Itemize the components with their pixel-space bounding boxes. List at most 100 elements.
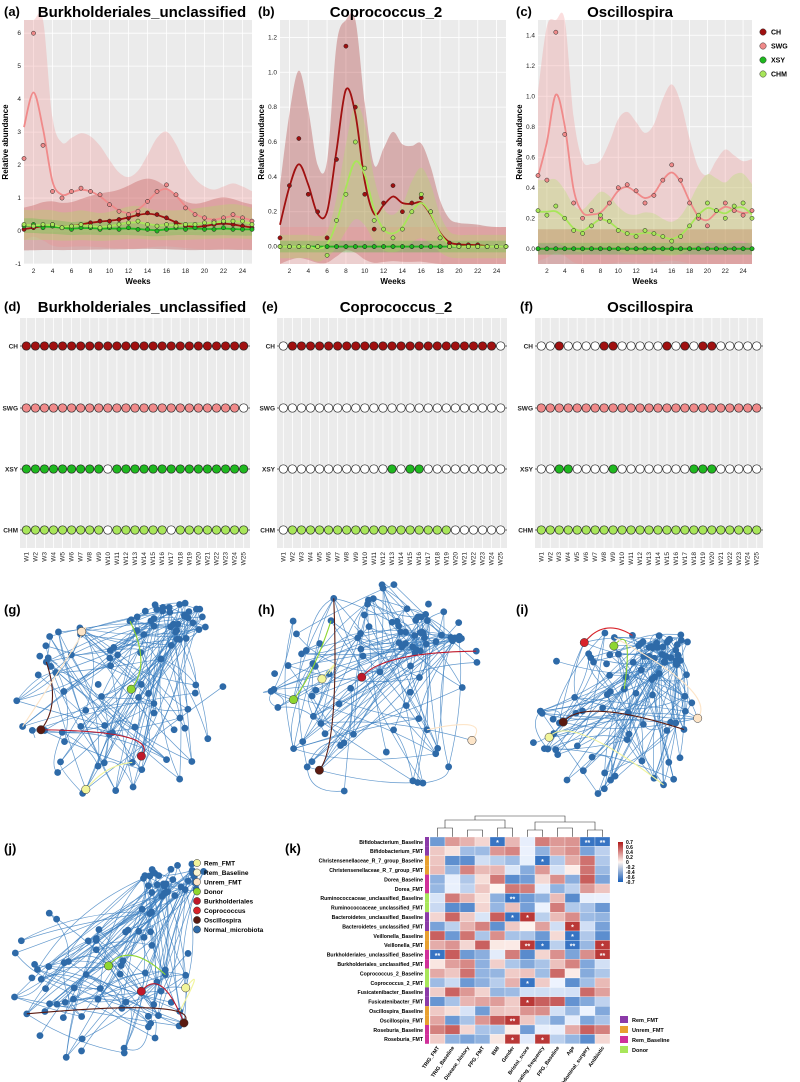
x-tick-label: 22 [474, 268, 482, 275]
heatmap-cell [429, 930, 446, 941]
data-point-CHM [669, 238, 675, 244]
network-node [308, 758, 316, 766]
panel-i-network [530, 627, 703, 797]
data-point-XSY [437, 244, 443, 249]
row-group-strip [425, 959, 429, 969]
network-edge [343, 599, 369, 792]
presence-dot-CHM [689, 525, 699, 535]
presence-dot-CH [378, 341, 388, 351]
data-point-SWG [562, 132, 568, 137]
network-node [411, 649, 419, 656]
heatmap-cell [429, 996, 446, 1007]
network-edge [672, 641, 688, 724]
network-edge [293, 748, 436, 760]
data-point-CHM [154, 223, 160, 229]
network-edge [584, 642, 650, 655]
network-node [204, 735, 212, 743]
row-group-strip [425, 884, 429, 894]
presence-dot-SWG [644, 403, 654, 413]
row-group-strip [425, 996, 429, 1007]
heatmap-cell [534, 921, 551, 932]
presence-dot-XSY [387, 464, 397, 474]
data-point-XSY [535, 246, 541, 252]
network-node [188, 758, 196, 765]
presence-dot-SWG [536, 403, 546, 413]
presence-dot-SWG [468, 403, 479, 413]
network-node [651, 673, 658, 681]
significance-star: * [571, 934, 574, 941]
presence-dot-CH [296, 341, 306, 351]
x-tick-label: 20 [201, 268, 209, 275]
x-tick-label: W20 [452, 552, 459, 566]
network-node [418, 628, 426, 636]
presence-dot-CHM [221, 525, 231, 535]
network-edge [46, 661, 167, 760]
presence-dot-CHM [148, 525, 158, 535]
presence-dot-XSY [76, 464, 86, 474]
network-edge [364, 614, 428, 730]
band-CH [280, 12, 506, 265]
data-point-XSY [580, 246, 585, 252]
network-edge [46, 610, 163, 663]
data-point-CHM [305, 244, 311, 249]
presence-dot-SWG [459, 403, 469, 413]
presence-dot-XSY [67, 464, 77, 474]
presence-dot-CH [396, 341, 406, 351]
highlight-node [317, 674, 327, 684]
presence-dot-CHM [545, 525, 555, 535]
presence-dot-SWG [635, 403, 645, 413]
network-node [284, 662, 292, 669]
data-point-CHM [475, 244, 481, 249]
presence-dot-CH [599, 341, 609, 351]
network-node [120, 1044, 128, 1052]
presence-dot-CH [67, 341, 77, 351]
network-node [198, 613, 206, 621]
network-node [382, 748, 390, 756]
data-point-CHM [503, 244, 509, 249]
heatmap-cell [504, 883, 521, 894]
data-point-SWG [749, 208, 755, 213]
heatmap-cell [579, 1024, 596, 1035]
network-edge [549, 694, 653, 738]
presence-dot-CH [734, 341, 744, 351]
heatmap-cell [534, 968, 551, 979]
presence-dot-CH [305, 341, 316, 351]
network-edge [138, 697, 188, 712]
network-edge [293, 598, 374, 700]
network-node [151, 869, 159, 877]
data-point-XSY [211, 227, 217, 232]
network-edge [182, 888, 197, 988]
heatmap-cell [429, 855, 446, 866]
row-group-strip [425, 968, 429, 978]
data-point-XSY [571, 246, 577, 252]
presence-dot-XSY [743, 464, 753, 474]
data-point-CHM [418, 191, 424, 197]
group-legend-label: Rem_Baseline [632, 1038, 670, 1044]
heatmap-cell [519, 874, 536, 885]
y-tick-label: 0.0 [526, 246, 535, 253]
network-edge [41, 978, 156, 1039]
network-node [418, 613, 425, 621]
heatmap-cell [459, 874, 476, 885]
colorbar-tick: -0.2 [626, 865, 635, 871]
x-tick-label: W10 [619, 552, 626, 566]
network-edge [435, 611, 445, 754]
network-node [36, 652, 44, 660]
network-node [107, 662, 115, 670]
network-node [189, 619, 197, 627]
x-tick-label: W24 [489, 552, 496, 566]
presence-dot-XSY [572, 464, 582, 474]
x-tick-label: W21 [461, 552, 468, 566]
network-node [270, 686, 278, 693]
legend-marker-CHM [759, 70, 767, 78]
network-node [94, 681, 102, 688]
heatmap-cell [564, 1024, 581, 1035]
network-node [415, 715, 423, 723]
x-tick-label: W3 [41, 552, 48, 562]
heatmap-cell [519, 1015, 536, 1026]
significance-star: * [541, 859, 544, 866]
x-tick-label: W15 [150, 552, 157, 566]
heatmap-cell [564, 836, 581, 847]
heatmap-cell [489, 1006, 506, 1016]
